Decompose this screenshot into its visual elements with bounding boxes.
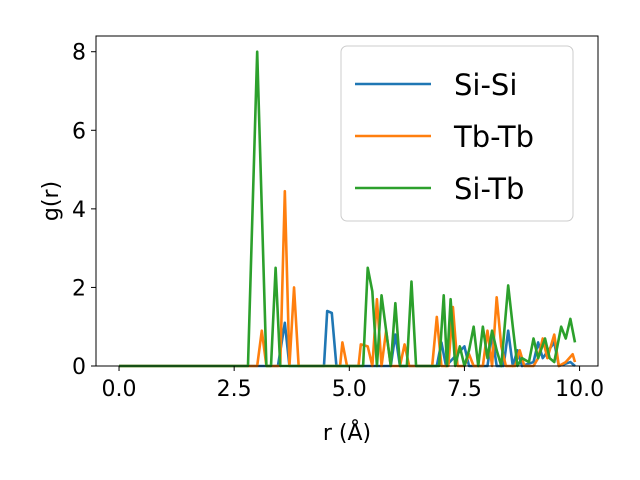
y-axis-label: g(r) <box>39 181 64 221</box>
x-tick-label: 5.0 <box>332 377 367 402</box>
legend-label-tb-tb: Tb-Tb <box>453 120 534 154</box>
y-tick-label: 4 <box>72 198 86 223</box>
x-axis-label: r (Å) <box>323 419 371 446</box>
y-tick-label: 6 <box>72 119 86 144</box>
legend-label-si-si: Si-Si <box>454 68 517 102</box>
legend-box <box>340 45 574 222</box>
legend-label-si-tb: Si-Tb <box>454 172 524 206</box>
x-tick-label: 2.5 <box>217 377 252 402</box>
y-tick-label: 0 <box>72 355 86 380</box>
series-line-si-tb <box>119 50 577 368</box>
x-tick-label: 10.0 <box>555 377 604 402</box>
y-tick-label: 2 <box>72 276 86 301</box>
y-tick-label: 8 <box>72 41 86 66</box>
x-tick-label: 7.5 <box>447 377 482 402</box>
legend: Si-Si Tb-Tb Si-Tb <box>340 45 574 222</box>
axes-frame <box>95 35 599 367</box>
axis-ticks: 0.0 2.5 5.0 7.5 10.0 0 2 4 6 8 <box>72 41 604 402</box>
x-tick-label: 0.0 <box>102 377 137 402</box>
